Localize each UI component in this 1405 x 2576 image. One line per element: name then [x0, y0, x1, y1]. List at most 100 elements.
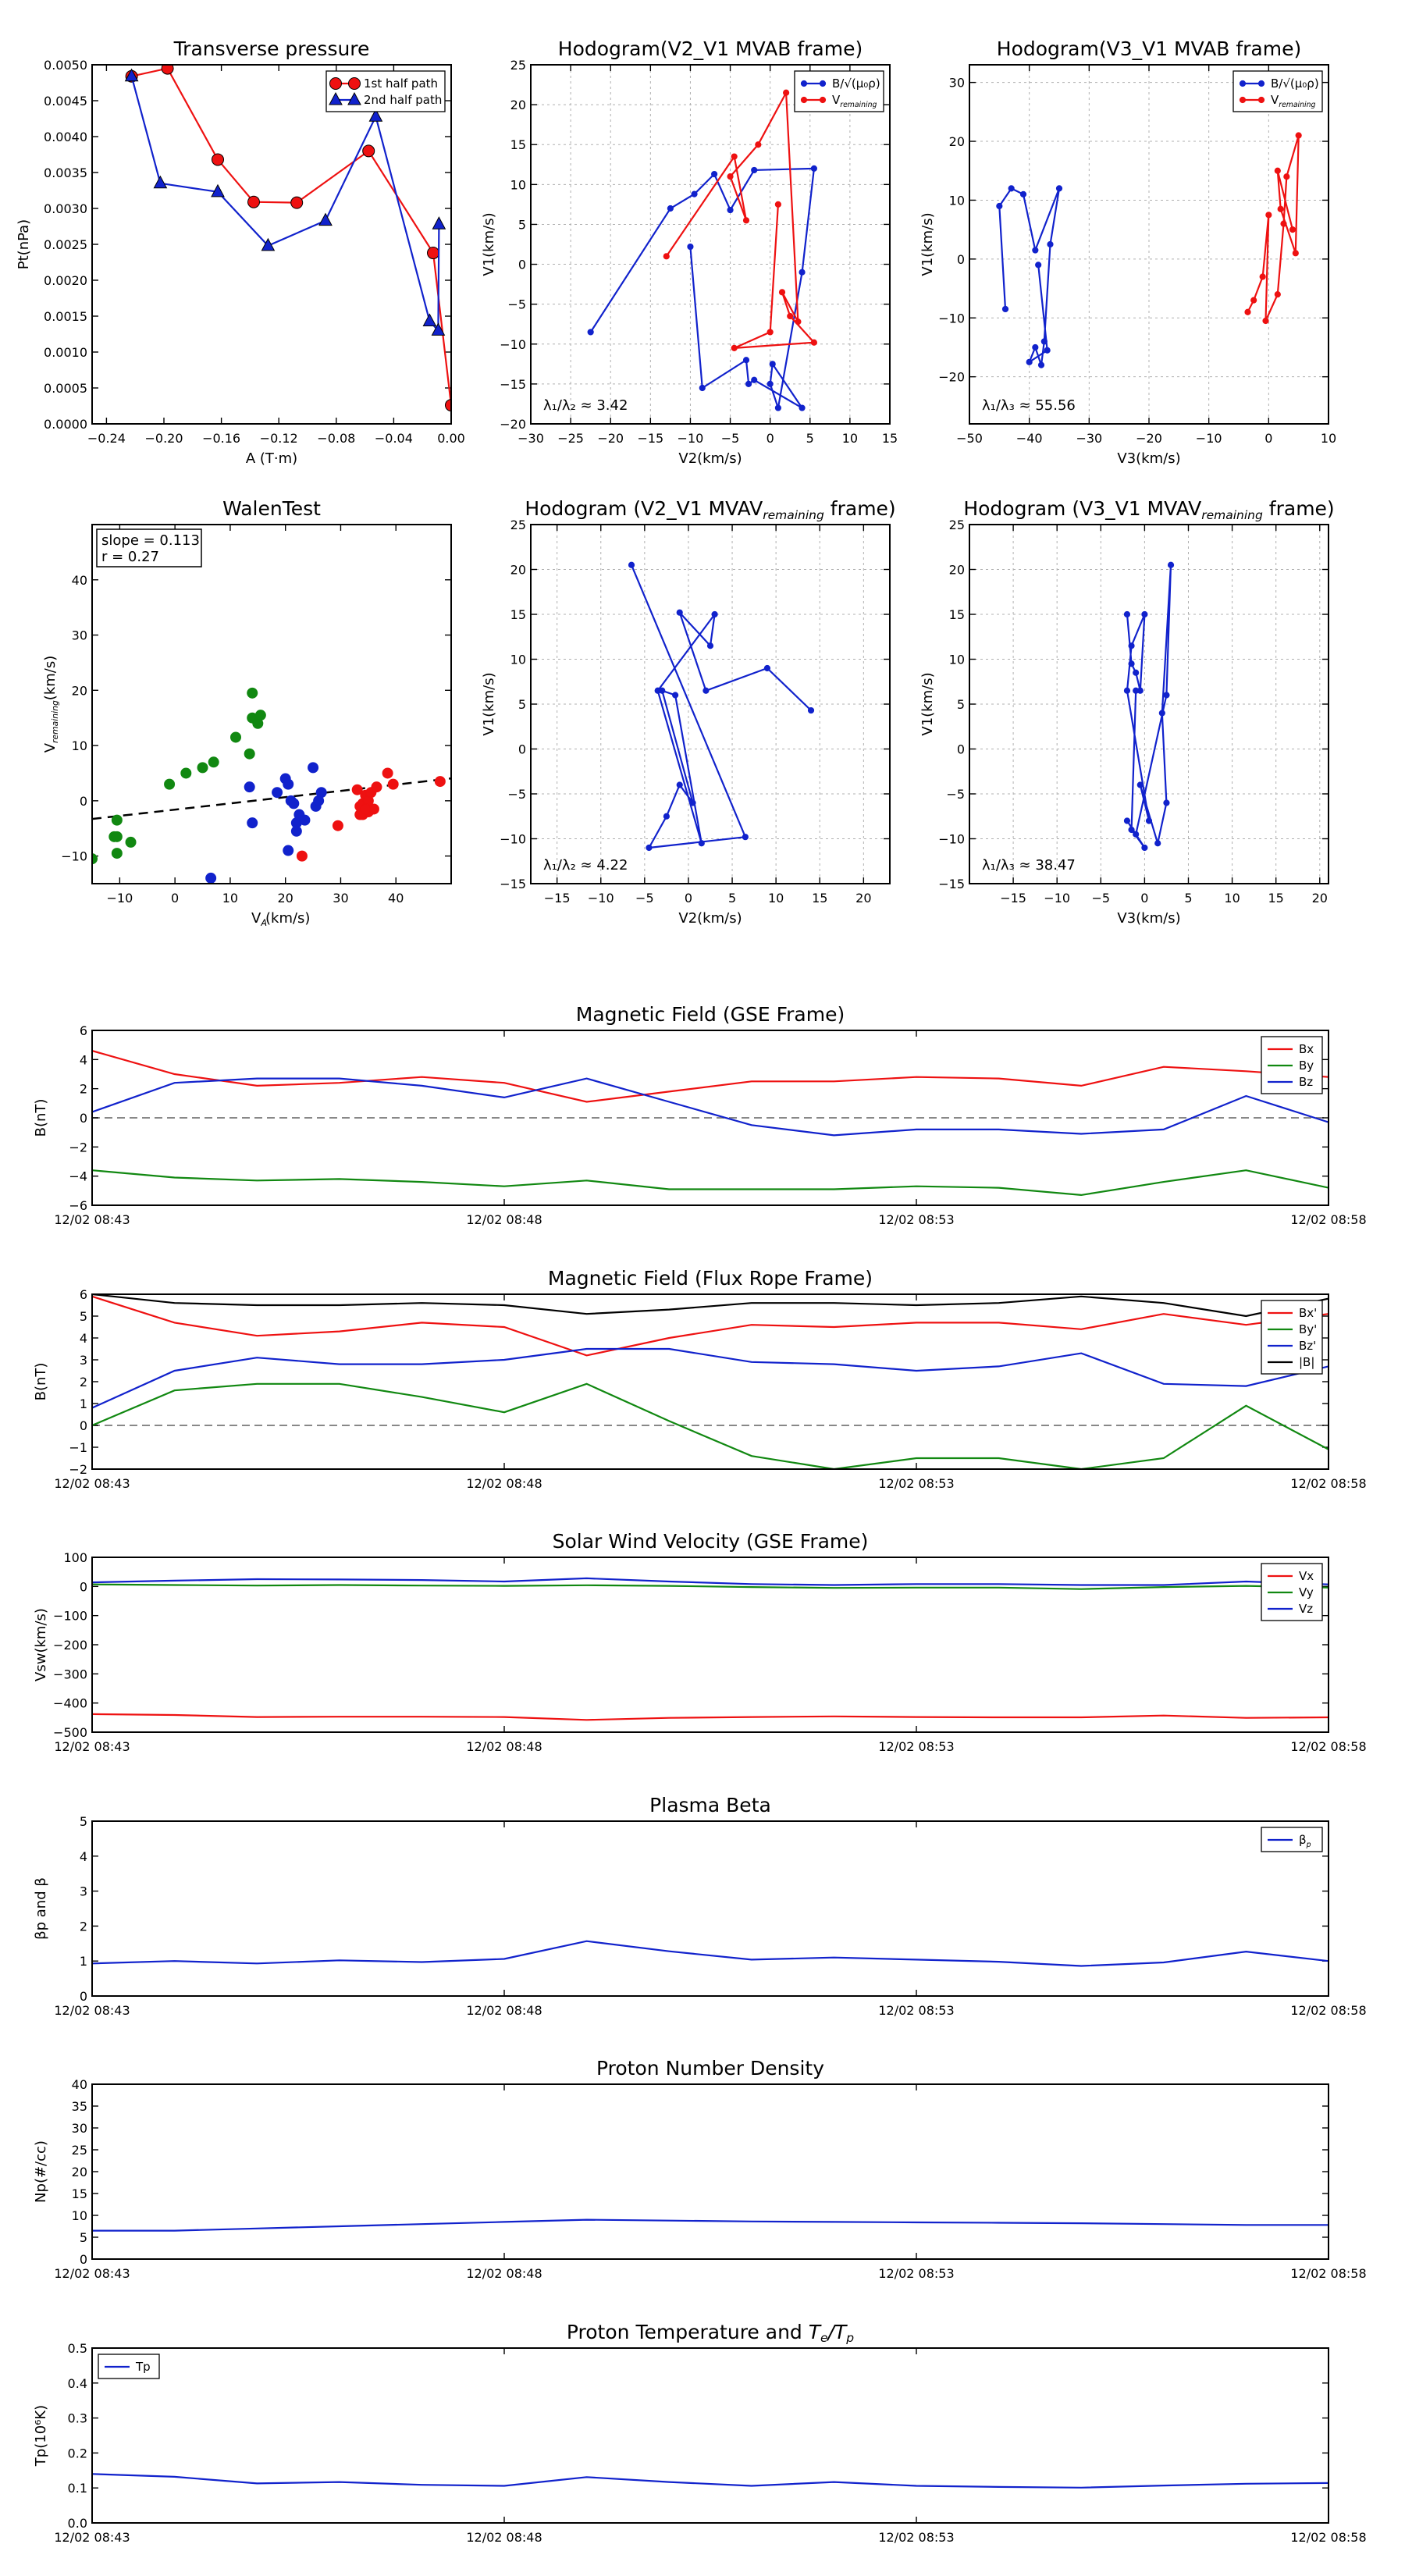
data-point [751, 166, 758, 174]
legend: 1st half path 2nd half path [325, 70, 446, 112]
data-point [368, 109, 383, 122]
data-point [1136, 781, 1144, 788]
x-tick-label: 12/02 08:43 [54, 2530, 130, 2545]
y-tick-label: 0.0010 [44, 345, 87, 360]
y-tick-label: 6 [80, 1023, 87, 1038]
y-tick-label: 3 [80, 1884, 87, 1899]
data-point [1274, 290, 1281, 298]
data-point [1259, 273, 1266, 280]
data-point [283, 778, 294, 790]
legend-marker [1239, 96, 1247, 104]
y-tick-label: 2 [80, 1919, 87, 1934]
legend-marker [819, 96, 827, 104]
legend-marker [1239, 80, 1247, 87]
stats-line: r = 0.27 [101, 549, 159, 565]
data-point [431, 322, 446, 336]
x-tick-label: 12/02 08:43 [54, 1476, 130, 1491]
y-tick-label: 20 [949, 563, 965, 578]
x-axis-label-unit: (km/s) [265, 910, 310, 927]
y-axis-label: V1(km/s) [481, 212, 497, 276]
x-tick-label: 20 [1312, 891, 1328, 906]
y-tick-label: 0.0045 [44, 94, 87, 109]
chart-ts4: Plasma Beta 0 1 2 3 4 5 12/02 08:43 12/02 08:48 1… [33, 1794, 1367, 2018]
series-line-0 [1126, 564, 1172, 849]
legend: B/√(μ₀ρ) Vremaining [1232, 70, 1323, 112]
data-point [1044, 347, 1051, 354]
x-tick-label: −5 [721, 431, 740, 446]
y-tick-label: −2 [69, 1462, 87, 1477]
y-tick-label: 40 [72, 2077, 87, 2092]
data-point [427, 247, 439, 260]
x-tick-label: −0.12 [260, 431, 298, 446]
x-tick-label: 40 [388, 891, 404, 906]
x-tick-label: 12/02 08:58 [1290, 1476, 1366, 1491]
chart-title: Hodogram (V3_V1 MVAVremaining frame) [963, 497, 1334, 522]
data-point [208, 756, 219, 768]
data-point [774, 201, 781, 208]
data-point [587, 329, 594, 336]
data-point [261, 237, 276, 251]
data-point [810, 165, 817, 172]
legend-marker [1257, 96, 1265, 104]
legend-marker [1257, 80, 1265, 87]
data-point [230, 731, 241, 743]
x-axis-label: V3(km/s) [1117, 450, 1180, 467]
legend-label: 2nd half path [364, 93, 442, 107]
x-tick-label: −20 [1136, 431, 1162, 446]
y-tick-label: 0.3 [68, 2411, 87, 2426]
chart-h3: Hodogram (V2_V1 MVAVremaining frame) −15 −… [481, 497, 896, 927]
x-tick-label: 12/02 08:48 [466, 1476, 542, 1491]
data-point [663, 813, 670, 820]
plot-area [124, 65, 451, 412]
y-tick-label: 15 [72, 2186, 87, 2201]
data-point [1167, 561, 1175, 568]
data-point [1244, 308, 1251, 315]
series-line-1 [130, 76, 440, 333]
data-point [288, 798, 300, 809]
x-tick-label: 12/02 08:53 [878, 1739, 954, 1754]
chart-title: Hodogram (V2_V1 MVAVremaining frame) [525, 497, 895, 522]
data-point [727, 173, 734, 180]
y-axis-label: Pt(nPa) [16, 219, 32, 269]
y-tick-label: 2 [80, 1375, 87, 1389]
data-point [698, 840, 705, 847]
data-point [1133, 669, 1140, 676]
y-tick-label: 20 [510, 563, 526, 578]
y-axis-label: B(nT) [33, 1099, 49, 1137]
x-tick-label: −10 [588, 891, 614, 906]
data-point [124, 68, 139, 82]
data-point [244, 781, 255, 793]
series-line-0 [92, 2218, 1329, 2232]
y-tick-label: 15 [510, 137, 526, 152]
y-tick-label: 10 [72, 738, 87, 753]
x-axis-label: VA [251, 910, 267, 928]
y-tick-label: 4 [80, 1052, 87, 1067]
y-tick-label: 4 [80, 1331, 87, 1346]
y-tick-label: 0.1 [68, 2481, 87, 2496]
plot-area [92, 1577, 1329, 1721]
data-point [1163, 799, 1170, 806]
data-point [211, 183, 225, 197]
plot-frame [91, 524, 452, 884]
y-tick-label: 0 [80, 1579, 87, 1594]
legend-label: |B| [1299, 1355, 1314, 1369]
eigenvalue-ratio: λ₁/λ₂ ≈ 3.42 [543, 397, 628, 414]
y-tick-label: 5 [957, 697, 965, 712]
series-line-2 [92, 1347, 1329, 1409]
y-axis-label: βp and β [33, 1877, 49, 1940]
y-tick-label: 2 [80, 1082, 87, 1097]
y-tick-label: 40 [72, 573, 87, 588]
data-point [676, 609, 683, 616]
x-tick-label: −30 [1076, 431, 1102, 446]
series-line-1 [665, 89, 816, 349]
y-tick-label: 0.0015 [44, 309, 87, 324]
y-tick-label: 20 [72, 2165, 87, 2179]
series-line-0 [131, 67, 451, 406]
legend-marker [800, 80, 808, 87]
y-tick-label: −10 [61, 849, 87, 864]
x-tick-label: 10 [222, 891, 238, 906]
chart-title: Transverse pressure [173, 37, 370, 60]
chart-title: Magnetic Field (GSE Frame) [576, 1003, 845, 1026]
data-point [1289, 226, 1297, 233]
y-tick-label: 0 [80, 1418, 87, 1433]
